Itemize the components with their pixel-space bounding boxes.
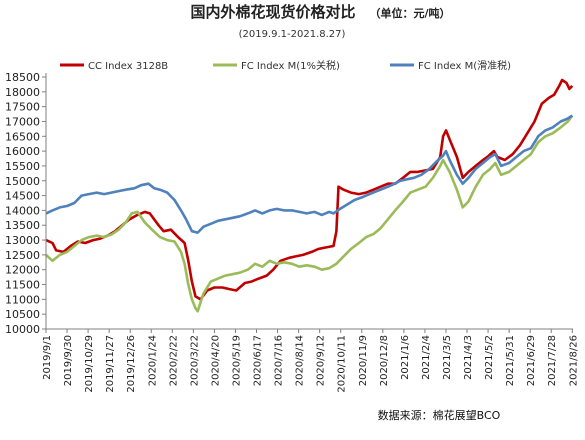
x-tick-label: 2019/9/30 [63, 335, 74, 386]
legend: CC Index 3128B FC Index M(1%关税) FC Index M… [60, 59, 511, 72]
x-tick-label: 2020/5/19 [231, 335, 242, 386]
chart-subtitle: (2019.9.1-2021.8.27) [239, 29, 346, 40]
y-tick-label: 13000 [5, 234, 40, 247]
chart-unit: （单位：元/吨） [369, 6, 450, 20]
x-tick-label: 2019/11/27 [105, 335, 116, 393]
y-tick-label: 15000 [5, 175, 40, 188]
x-tick-label: 2021/4/3 [463, 335, 474, 380]
x-tick-label: 2020/11/9 [358, 335, 369, 386]
x-tick-label: 2019/9/1 [42, 335, 53, 380]
x-tick-label: 2019/12/26 [126, 335, 137, 393]
x-tick-label: 2021/5/2 [484, 335, 495, 380]
y-tick-label: 15500 [5, 160, 40, 173]
x-tick-label: 2020/1/24 [147, 335, 158, 386]
y-tick-label: 17000 [5, 115, 40, 128]
x-axis: 2019/9/1 2019/9/30 2019/10/29 2019/11/27 201… [42, 328, 579, 393]
y-tick-label: 10000 [5, 323, 40, 336]
x-tick-label: 2020/12/8 [379, 335, 390, 386]
y-tick-label: 13500 [5, 219, 40, 232]
x-tick-label: 2020/6/17 [253, 335, 264, 386]
y-tick-label: 12500 [5, 249, 40, 262]
legend-label-2: FC Index M(滑准税) [418, 59, 511, 72]
x-tick-label: 2021/2/4 [421, 335, 432, 380]
y-tick-label: 18000 [5, 86, 40, 99]
series-line-2 [45, 114, 574, 234]
x-tick-label: 2020/2/22 [168, 335, 179, 386]
x-tick-label: 2020/3/22 [189, 335, 200, 386]
series-line-1 [45, 114, 574, 313]
y-tick-label: 17500 [5, 101, 40, 114]
y-tick-label: 14500 [5, 190, 40, 203]
legend-label-0: CC Index 3128B [88, 61, 168, 72]
x-tick-label: 2021/3/5 [442, 335, 453, 380]
y-tick-label: 11500 [5, 279, 40, 292]
x-tick-label: 2020/9/12 [316, 335, 327, 386]
y-tick-label: 16000 [5, 145, 40, 158]
y-tick-label: 18500 [5, 71, 40, 84]
source-note: 数据来源：棉花展望BCO [378, 408, 501, 422]
y-tick-label: 16500 [5, 130, 40, 143]
plot-area [45, 78, 574, 313]
x-tick-label: 2020/4/20 [210, 335, 221, 386]
y-tick-label: 12000 [5, 264, 40, 277]
y-tick-label: 11000 [5, 293, 40, 306]
x-tick-label: 2021/7/28 [547, 335, 558, 386]
x-tick-label: 2020/7/16 [274, 335, 285, 386]
x-tick-label: 2020/10/11 [337, 335, 348, 393]
y-tick-label: 10500 [5, 308, 40, 321]
x-tick-label: 2021/8/26 [568, 335, 579, 386]
chart-title: 国内外棉花现货价格对比 [190, 3, 355, 21]
x-tick-label: 2020/8/14 [295, 335, 306, 386]
x-tick-label: 2021/5/31 [505, 335, 516, 386]
x-tick-label: 2021/1/6 [400, 335, 411, 380]
legend-label-1: FC Index M(1%关税) [241, 59, 340, 72]
y-tick-label: 14000 [5, 204, 40, 217]
x-tick-label: 2021/6/29 [526, 335, 537, 386]
x-tick-label: 2019/10/29 [84, 335, 95, 393]
